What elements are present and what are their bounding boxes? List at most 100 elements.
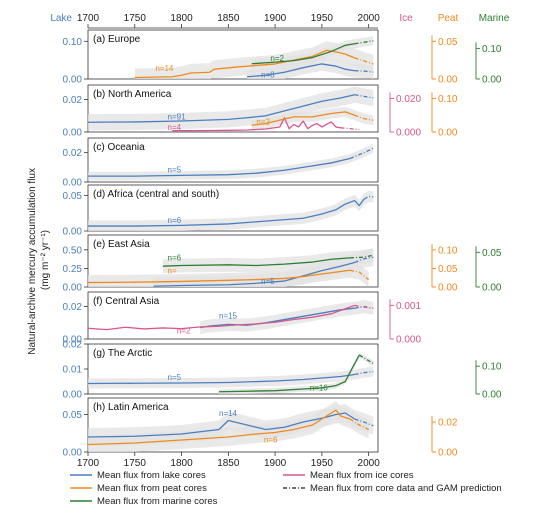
y-axis-label-line2: (mg m⁻² yr⁻¹) xyxy=(40,230,51,290)
panel-title: (c) Oceania xyxy=(93,142,145,153)
header-peat: Peat xyxy=(438,13,459,24)
top-tick-label: 1850 xyxy=(217,13,240,24)
lake-tick-label: 0.02 xyxy=(63,148,83,159)
panel-title: (f) Central Asia xyxy=(93,296,160,307)
n-label-lake: n=91 xyxy=(168,112,187,121)
bottom-tick-label: 1850 xyxy=(217,458,240,469)
marine-tick-label: 0.05 xyxy=(482,248,502,259)
n-label-lake: n=5 xyxy=(261,277,275,286)
n-label-peat: n=14 xyxy=(155,64,174,73)
lake-tick-label: 0.25 xyxy=(63,264,83,275)
lake-tick-label: 0.00 xyxy=(63,128,83,139)
legend: Mean flux from lake cores Mean flux from … xyxy=(70,470,502,507)
top-tick-label: 1750 xyxy=(124,13,147,24)
peat-tick-label: 0.00 xyxy=(438,448,458,459)
y-axis-label-line1: Natural-archive mercury accumulation flu… xyxy=(27,168,38,355)
panel-4: 0.00 0.05 n=6 (d) Africa (central and south… xyxy=(63,185,378,238)
panel-title: (e) East Asia xyxy=(93,239,150,250)
legend-label-gam: Mean flux from core data and GAM predict… xyxy=(310,483,502,494)
y-axis-label: Natural-archive mercury accumulation flu… xyxy=(27,165,51,355)
header-marine: Marine xyxy=(479,13,510,24)
ice-tick-label: 0.020 xyxy=(396,94,421,105)
panel-8: 0.00 0.05 0.00 0.02 n=14 n=6 (h) Latin America xyxy=(63,398,458,459)
n-label-peat: n= xyxy=(168,267,177,276)
peat-tick-label: 0.05 xyxy=(438,37,458,48)
lake-tick-label: 0.02 xyxy=(63,95,83,106)
top-tick-label: 1700 xyxy=(77,13,100,24)
lake-tick-label: 0.00 xyxy=(63,227,83,238)
peat-tick-label: 0.00 xyxy=(438,283,458,294)
legend-label-lake: Mean flux from lake cores xyxy=(97,470,206,481)
ice-tick-label: 0.000 xyxy=(396,128,421,139)
panel-title: (a) Europe xyxy=(93,34,141,45)
lake-tick-label: 0.00 xyxy=(63,75,83,86)
n-label-marine: n=2 xyxy=(270,54,284,63)
peat-tick-label: 0.00 xyxy=(438,128,458,139)
panel-5: 0.00 0.25 0.50 0.00 0.05 0.10 0.00 0.05 n=6 n= n=5… xyxy=(63,235,502,294)
panel-title: (g) The Arctic xyxy=(93,348,152,359)
n-label-marine: n=6 xyxy=(168,253,182,262)
header-ice: Ice xyxy=(399,13,413,24)
ice-tick-label: 0.001 xyxy=(396,301,421,312)
lake-tick-label: 0.00 xyxy=(63,448,83,459)
peat-tick-label: 0.10 xyxy=(438,94,458,105)
panel-6: 0.00 0.02 0.000 0.001 n=15 n=2 (f) Central Asi… xyxy=(63,292,422,346)
lake-tick-label: 0.02 xyxy=(63,302,83,313)
panels: 0.00 0.10 0.00 0.05 0.00 0.10 n=14 n=2 n=8 (a) Eu… xyxy=(63,30,502,459)
bottom-tick-label: 2000 xyxy=(358,458,381,469)
lake-tick-label: 0.00 xyxy=(63,178,83,189)
bottom-tick-label: 1950 xyxy=(311,458,334,469)
lake-tick-label: 0.50 xyxy=(63,245,83,256)
panel-7: 0.00 0.01 0.02 0.00 0.10 n=5 n=16 (g) The Arcti… xyxy=(63,340,502,401)
lake-tick-label: 0.10 xyxy=(63,37,83,48)
n-label-lake: n=15 xyxy=(219,312,238,321)
bottom-tick-label: 1900 xyxy=(264,458,287,469)
marine-tick-label: 0.00 xyxy=(482,283,502,294)
lake-tick-label: 0.05 xyxy=(63,410,83,421)
top-axis: 1700 1750 1800 1850 1900 1950 2000 Lake Ice Peat M… xyxy=(50,13,509,28)
marine-tick-label: 0.10 xyxy=(482,44,502,55)
n-label-ice: n=4 xyxy=(168,123,182,132)
top-tick-label: 1900 xyxy=(264,13,287,24)
panel-1: 0.00 0.10 0.00 0.05 0.00 0.10 n=14 n=2 n=8 (a) Eu… xyxy=(63,30,502,86)
panel-2: 0.00 0.02 0.000 0.020 0.00 0.10 n=91 n=4 n=2 (b) … xyxy=(63,85,458,139)
n-label-lake: n=14 xyxy=(219,409,238,418)
panel-3: 0.00 0.02 n=5 (c) Oceania xyxy=(63,138,378,189)
top-tick-label: 1950 xyxy=(311,13,334,24)
marine-tick-label: 0.10 xyxy=(482,362,502,373)
n-label-lake: n=6 xyxy=(168,216,182,225)
bottom-tick-label: 1750 xyxy=(124,458,147,469)
peat-tick-label: 0.05 xyxy=(438,264,458,275)
ice-tick-label: 0.000 xyxy=(396,335,421,346)
bottom-tick-label: 1800 xyxy=(170,458,193,469)
n-label-lake: n=8 xyxy=(261,70,275,79)
n-label-peat: n=2 xyxy=(256,118,270,127)
lake-tick-label: 0.01 xyxy=(63,365,83,376)
n-label-ice: n=2 xyxy=(177,326,191,335)
panel-title: (h) Latin America xyxy=(93,402,169,413)
n-label-lake: n=5 xyxy=(168,373,182,382)
bottom-axis: 1700 1750 1800 1850 1900 1950 2000 xyxy=(77,452,380,469)
n-label-marine: n=16 xyxy=(310,383,329,392)
legend-label-peat: Mean flux from peat cores xyxy=(97,483,207,494)
n-label-lake: n=5 xyxy=(168,165,182,174)
lake-tick-label: 0.00 xyxy=(63,390,83,401)
peat-tick-label: 0.10 xyxy=(438,245,458,256)
panel-title: (b) North America xyxy=(93,89,172,100)
lake-tick-label: 0.00 xyxy=(63,283,83,294)
peat-tick-label: 0.00 xyxy=(438,75,458,86)
marine-tick-label: 0.00 xyxy=(482,390,502,401)
lake-tick-label: 0.05 xyxy=(63,191,83,202)
peat-tick-label: 0.02 xyxy=(438,418,458,429)
panel-title: (d) Africa (central and south) xyxy=(93,189,219,200)
header-lake: Lake xyxy=(50,13,72,24)
lake-tick-label: 0.02 xyxy=(63,340,83,351)
bottom-tick-label: 1700 xyxy=(77,458,100,469)
top-tick-label: 2000 xyxy=(358,13,381,24)
n-label-peat: n=6 xyxy=(264,435,278,444)
legend-label-ice: Mean flux from ice cores xyxy=(310,470,414,481)
top-tick-label: 1800 xyxy=(170,13,193,24)
legend-label-marine: Mean flux from marine cores xyxy=(97,496,218,507)
marine-tick-label: 0.00 xyxy=(482,75,502,86)
